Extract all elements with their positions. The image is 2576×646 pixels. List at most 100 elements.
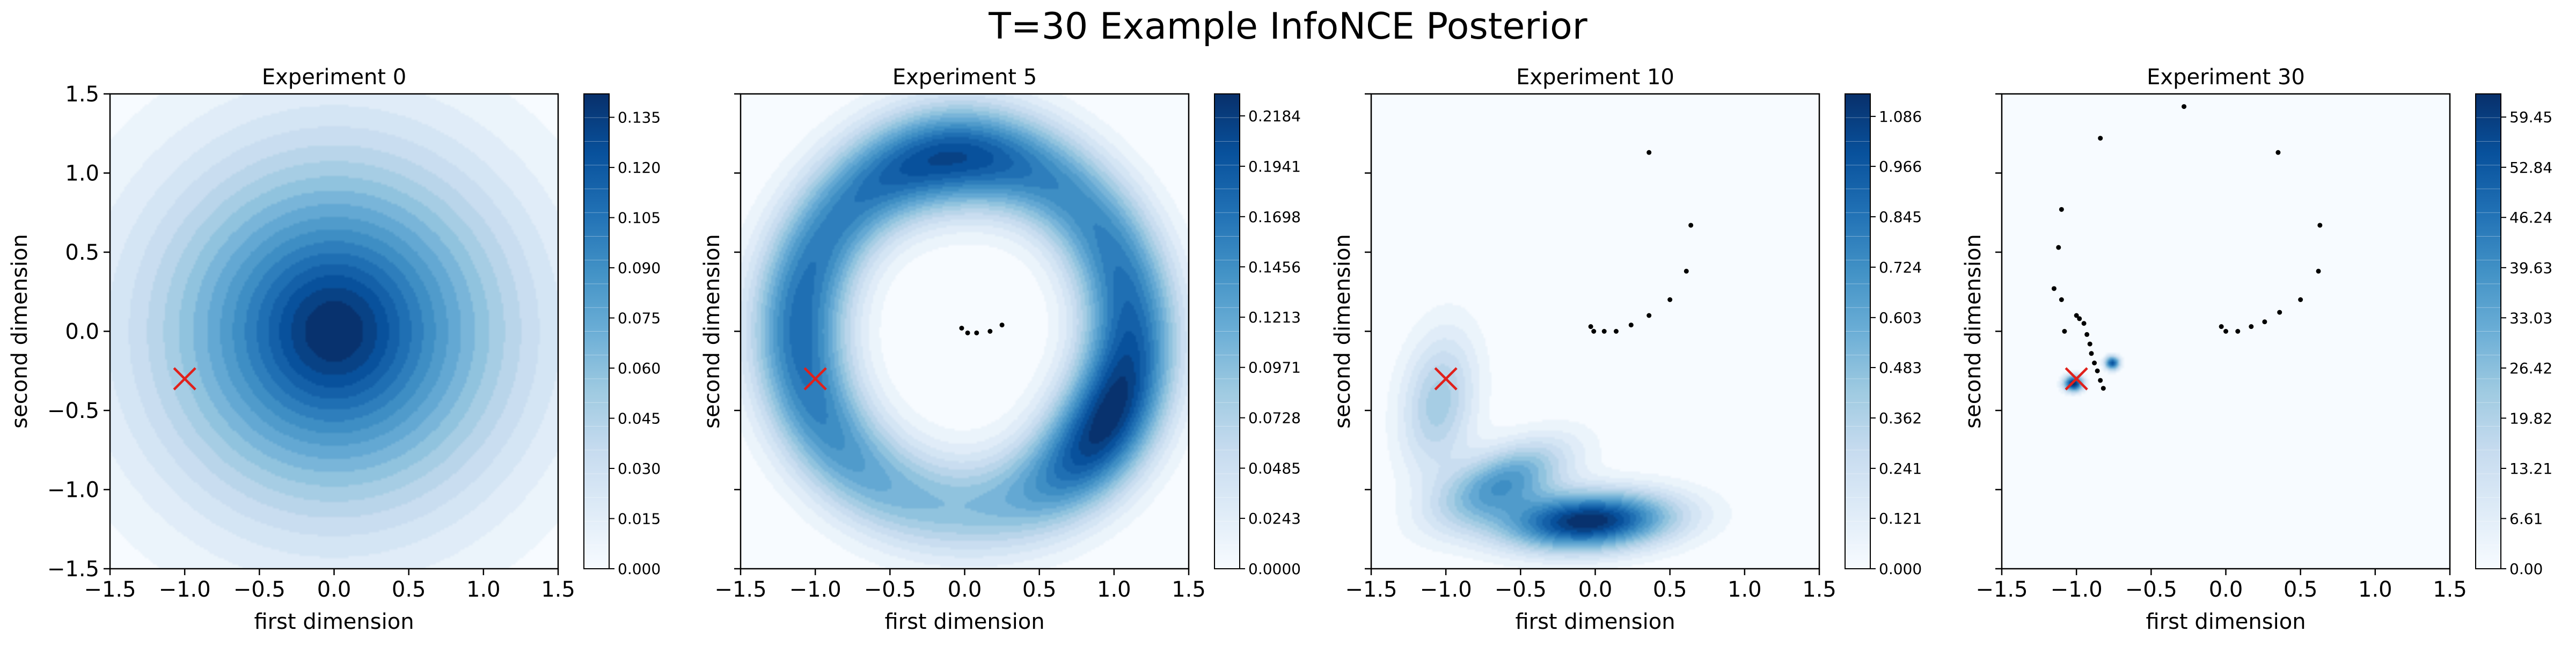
colorbar-tick-label: 19.82: [2509, 409, 2552, 427]
colorbar-tick-label: 0.362: [1879, 409, 1922, 427]
colorbar-tick-label: 0.1941: [1248, 158, 1301, 175]
y-tick-label: 1.0: [65, 162, 99, 186]
colorbar-tick-label: 0.2184: [1248, 107, 1301, 125]
colorbar-frame: [1845, 93, 1871, 569]
design-point: [987, 329, 993, 334]
x-tick-label: −1.0: [2051, 577, 2103, 602]
design-point: [1646, 313, 1652, 318]
colorbar-tick-label: 0.241: [1879, 460, 1922, 478]
design-point: [2095, 368, 2100, 373]
x-tick-label: 0.0: [1578, 577, 1613, 602]
x-axis-label: first dimension: [1515, 610, 1675, 634]
true-value-marker-stroke: [173, 367, 196, 391]
colorbar-tick-label: 0.1456: [1248, 258, 1301, 276]
x-tick-label: −1.0: [789, 577, 841, 602]
x-tick-label: −1.5: [84, 577, 136, 602]
design-point: [1684, 268, 1689, 274]
design-point: [2056, 245, 2061, 250]
x-tick-label: 0.5: [2284, 577, 2318, 602]
y-tick-label: 0.5: [65, 240, 99, 265]
colorbar-tick-label: 0.015: [618, 510, 661, 528]
colorbar-tick-label: 0.090: [618, 259, 661, 277]
y-axis-label: second dimension: [700, 234, 724, 429]
design-point: [1646, 150, 1652, 155]
x-tick-label: 0.0: [2209, 577, 2243, 602]
design-point: [2249, 324, 2254, 329]
colorbar: 0.0000 0.0243 0.0485 0.0728 0.0971 0.1213 0.14…: [1214, 93, 1301, 578]
x-tick-label: 0.0: [948, 577, 982, 602]
colorbar: 0.00 6.61 13.21 19.82 26.42 33.03 39.63 46.24 52…: [2475, 93, 2552, 578]
design-point: [1688, 223, 1694, 228]
y-tick-label: 0.0: [65, 320, 99, 344]
colorbar-tick-label: 0.845: [1879, 208, 1922, 226]
design-point: [1613, 329, 1619, 334]
x-tick-label: −1.5: [714, 577, 766, 602]
colorbar-tick-label: 0.0485: [1248, 460, 1301, 478]
colorbar-tick-label: 0.966: [1879, 158, 1922, 175]
colorbar-tick-label: 0.045: [618, 410, 661, 428]
y-tick-label: −0.5: [47, 399, 99, 423]
figure-title: T=30 Example InfoNCE Posterior: [988, 5, 1587, 48]
design-point: [2092, 361, 2097, 365]
chart-panel: Experiment 30 −1.5 −1.0 −0.5 0.0 0.5 1.0 1.5 fir…: [1961, 65, 2552, 634]
colorbar-tick-label: 1.086: [1879, 108, 1922, 126]
colorbar-tick-label: 33.03: [2509, 309, 2552, 327]
x-tick-label: −0.5: [864, 577, 916, 602]
design-point: [2077, 316, 2082, 321]
colorbar-tick-label: 26.42: [2509, 359, 2552, 377]
design-point: [2098, 378, 2103, 383]
design-point: [2059, 207, 2064, 212]
x-axis-label: first dimension: [884, 610, 1044, 634]
colorbar-tick-label: 46.24: [2509, 209, 2552, 226]
colorbar-tick-label: 59.45: [2509, 108, 2552, 126]
x-tick-label: 0.5: [1022, 577, 1057, 602]
x-tick-label: 1.0: [2358, 577, 2392, 602]
true-value-marker-stroke: [2065, 367, 2088, 391]
colorbar-frame: [1214, 93, 1240, 569]
design-point: [2235, 329, 2241, 334]
colorbar-frame: [583, 93, 610, 569]
design-point: [2223, 329, 2228, 334]
design-point: [974, 330, 979, 335]
x-tick-label: 0.5: [1653, 577, 1687, 602]
y-axis-label: second dimension: [1330, 234, 1355, 429]
colorbar: 0.000 0.121 0.241 0.362 0.483 0.603 0.724 0.845…: [1845, 93, 1922, 578]
colorbar-tick-label: 39.63: [2509, 259, 2552, 277]
x-axis-label: first dimension: [254, 610, 414, 634]
x-tick-label: 0.5: [392, 577, 426, 602]
colorbar-tick-label: 0.0728: [1248, 409, 1301, 427]
colorbar-tick-label: 0.000: [618, 560, 661, 578]
colorbar-tick-label: 6.61: [2509, 510, 2543, 527]
y-tick-label: −1.5: [47, 557, 99, 582]
colorbar-gradient: [1214, 94, 1240, 569]
posterior-contour-fill: [741, 94, 1189, 569]
design-point: [2062, 329, 2067, 334]
design-point: [2262, 319, 2267, 325]
design-point: [2081, 321, 2087, 326]
design-point: [2101, 386, 2106, 391]
true-value-marker-stroke: [803, 367, 827, 391]
design-point: [2182, 104, 2187, 109]
colorbar-tick-label: 0.483: [1879, 359, 1922, 377]
design-point: [2219, 324, 2224, 329]
y-tick-label: 1.5: [65, 82, 99, 107]
colorbar-gradient: [1845, 94, 1870, 569]
true-value-marker-stroke: [1434, 367, 1458, 391]
colorbar-tick-label: 0.00: [2509, 560, 2543, 578]
chart-panel: Experiment 5 −1.5 −1.0 −0.5 0.0 0.5 1.0 1.5 firs…: [700, 65, 1301, 634]
colorbar-tick-label: 0.000: [1879, 560, 1922, 578]
x-tick-label: −1.5: [1345, 577, 1397, 602]
colorbar-frame: [2475, 93, 2501, 569]
design-point: [959, 326, 964, 331]
design-point: [2316, 268, 2321, 274]
chart-panel: Experiment 0 −1.5 −1.0 −0.5 0.0 0.5 1.0 1.5 firs…: [8, 65, 661, 634]
colorbar-tick-label: 0.060: [618, 359, 661, 377]
x-tick-label: −1.5: [1975, 577, 2028, 602]
chart-title: Experiment 0: [262, 65, 406, 90]
x-tick-label: 0.0: [317, 577, 352, 602]
chart-panel: Experiment 10 −1.5 −1.0 −0.5 0.0 0.5 1.0 1.5 fir…: [1330, 65, 1922, 634]
x-axis-label: first dimension: [2146, 610, 2306, 634]
true-value-marker: [173, 367, 196, 391]
